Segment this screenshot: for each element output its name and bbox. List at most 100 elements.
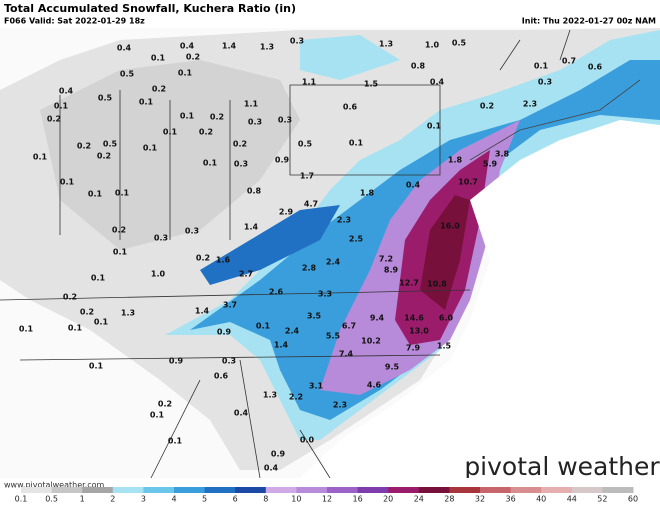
snow-label: 4.7	[304, 200, 318, 209]
colorbar-label: 16	[353, 495, 363, 504]
snow-label: 0.5	[98, 94, 113, 103]
colorbar-swatch	[541, 487, 573, 493]
snow-label: 10.7	[458, 178, 478, 187]
snow-label: 0.5	[103, 140, 118, 149]
snow-label: 2.4	[285, 327, 300, 336]
url: www.pivotalweather.com	[4, 481, 105, 490]
colorbar-swatch	[327, 487, 359, 493]
snow-label: 0.1	[256, 322, 271, 331]
snow-label: 3.5	[307, 312, 322, 321]
snow-label: 0.0	[300, 436, 315, 445]
snow-label: 0.3	[290, 37, 304, 46]
colorbar-swatch	[418, 487, 450, 493]
snow-label: 7.9	[406, 344, 421, 353]
snow-label: 1.3	[260, 43, 274, 52]
snow-label: 0.1	[139, 98, 154, 107]
colorbar-label: 44	[567, 495, 577, 504]
snow-label: 2.3	[337, 216, 351, 225]
snow-label: 0.1	[33, 153, 48, 162]
snow-label: 5.5	[326, 332, 341, 341]
snow-label: 4.6	[367, 381, 382, 390]
snow-label: 2.8	[302, 264, 317, 273]
colorbar-label: 4	[171, 495, 176, 504]
snow-label: 0.7	[562, 57, 576, 66]
snow-label: 16.0	[440, 222, 460, 231]
snow-label: 0.1	[88, 190, 103, 199]
snow-label: 0.1	[68, 324, 83, 333]
snow-label: 1.8	[448, 156, 463, 165]
snow-label: 12.7	[399, 279, 419, 288]
snow-label: 0.4	[59, 87, 74, 96]
snow-label: 1.5	[364, 80, 379, 89]
colorbar-label: 32	[475, 495, 485, 504]
colorbar-label: 36	[506, 495, 516, 504]
snow-label: 14.6	[404, 314, 424, 323]
header-band	[0, 0, 660, 28]
colorbar-swatch	[174, 487, 206, 493]
snow-label: 1.1	[302, 78, 317, 87]
colorbar-label: 60	[628, 495, 638, 504]
snow-label: 0.1	[91, 274, 106, 283]
snow-label: 3.1	[309, 382, 324, 391]
snow-label: 0.3	[154, 234, 168, 243]
snow-label: 1.3	[263, 391, 277, 400]
colorbar-swatch	[82, 487, 114, 493]
snow-label: 0.1	[178, 69, 193, 78]
snow-label: 0.1	[54, 102, 69, 111]
snow-label: 0.2	[233, 140, 247, 149]
snow-label: 0.3	[248, 118, 262, 127]
snow-label: 2.4	[326, 258, 341, 267]
snow-label: 0.1	[60, 178, 75, 187]
snow-label: 0.1	[349, 139, 364, 148]
init-time: Init: Thu 2022-01-27 00z NAM	[522, 17, 656, 26]
snow-label: 0.2	[158, 400, 172, 409]
colorbar-swatch	[510, 487, 542, 493]
snow-label: 2.5	[349, 235, 364, 244]
colorbar-swatch	[449, 487, 481, 493]
snow-label: 0.4	[234, 409, 249, 418]
colorbar-swatch	[21, 487, 53, 493]
snow-label: 1.4	[195, 307, 210, 316]
snow-label: 0.3	[538, 78, 552, 87]
snow-label: 3.8	[495, 150, 510, 159]
colorbar-swatch	[112, 487, 144, 493]
snow-label: 0.2	[77, 142, 91, 151]
snow-label: 0.2	[112, 226, 126, 235]
snow-label: 2.6	[269, 288, 284, 297]
snow-label: 3.3	[318, 290, 332, 299]
snow-label: 1.6	[216, 256, 231, 265]
colorbar-label: 24	[414, 495, 424, 504]
colorbar-swatch	[143, 487, 175, 493]
colorbar-label: 0.1	[15, 495, 28, 504]
snow-label: 0.2	[152, 85, 166, 94]
colorbar-swatch	[204, 487, 236, 493]
snow-label: 0.2	[210, 113, 224, 122]
snow-label: 1.3	[379, 40, 393, 49]
colorbar-label: 8	[263, 495, 268, 504]
snow-label: 9.5	[385, 363, 400, 372]
snow-label: 0.5	[452, 39, 467, 48]
snow-label: 8.9	[384, 266, 399, 275]
snow-label: 1.1	[244, 100, 259, 109]
snow-label: 0.4	[406, 181, 421, 190]
snow-label: 0.3	[222, 357, 236, 366]
snow-label: 0.1	[113, 248, 128, 257]
snow-label: 0.6	[343, 103, 358, 112]
snow-label: 1.5	[437, 342, 452, 351]
snow-label: 0.1	[89, 362, 104, 371]
title: Total Accumulated Snowfall, Kuchera Rati…	[4, 2, 296, 15]
snow-label: 2.3	[333, 401, 347, 410]
colorbar-swatch	[235, 487, 267, 493]
snow-label: 3.7	[223, 301, 237, 310]
snow-label: 0.3	[278, 116, 292, 125]
snow-label: 0.6	[588, 63, 603, 72]
snow-label: 13.0	[409, 327, 429, 336]
snow-label: 2.9	[279, 208, 294, 217]
colorbar-label: 0.5	[45, 495, 58, 504]
snow-label: 1.0	[151, 270, 166, 279]
snow-label: 0.1	[94, 318, 109, 327]
logo: pivotal weather	[464, 452, 660, 481]
snow-label: 1.4	[222, 42, 237, 51]
colorbar-label: 10	[291, 495, 301, 504]
